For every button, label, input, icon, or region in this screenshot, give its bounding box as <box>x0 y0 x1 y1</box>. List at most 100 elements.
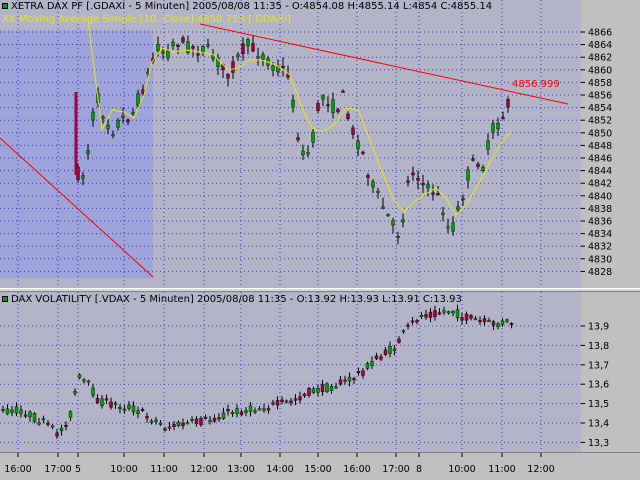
dax-candle <box>421 174 425 193</box>
dax-candle <box>341 89 345 93</box>
vdax-value-axis[interactable]: 13,913,813,713,613,513,413,313,213,1 <box>581 292 640 452</box>
price-axis-tick-label: 4852 <box>588 116 612 127</box>
dax-candle <box>346 111 350 121</box>
vdax-candle <box>388 341 392 358</box>
dax-candle <box>391 217 395 234</box>
candle-body <box>302 393 307 397</box>
vdax-candle <box>41 415 46 424</box>
time-axis-tick-label: 16:00 <box>343 464 370 475</box>
time-axis[interactable]: 16:00 17:00 5 10:00 11:00 12:00 13:00 14:00 15:0… <box>0 452 640 480</box>
dax-candle <box>256 47 260 66</box>
dax-candlestick-chart[interactable] <box>0 0 581 288</box>
candle-body <box>455 309 460 318</box>
price-axis-tick-label: 4864 <box>588 40 612 51</box>
dax-candle <box>311 128 315 148</box>
candle-body <box>91 387 95 396</box>
candle-body <box>217 417 221 420</box>
candle-body <box>343 379 347 382</box>
dax-candle <box>481 164 485 173</box>
dax-candle <box>231 56 235 79</box>
dax-chart-pane[interactable]: XETRA DAX PF [.GDAXI - 5 Minuten] 2005/0… <box>0 0 581 288</box>
candle-body <box>199 417 203 425</box>
candle-body <box>241 43 245 55</box>
vdax-candle <box>109 397 113 410</box>
candle-body <box>306 152 310 155</box>
candle-body <box>191 46 195 49</box>
candle-body <box>386 214 390 217</box>
candle-body <box>167 426 172 429</box>
price-axis-tick-label: 4834 <box>588 229 612 240</box>
dax-candle <box>326 96 330 113</box>
vdax-candle <box>59 424 64 436</box>
vdax-chart-title: DAX VOLATILITY [.VDAX - 5 Minuten] 2005/… <box>11 294 462 305</box>
vdax-candle <box>374 352 379 360</box>
candle-body <box>68 411 73 418</box>
vdax-candle <box>311 386 316 395</box>
candle-body <box>460 317 464 321</box>
candle-body <box>101 116 105 119</box>
candle-body <box>298 396 302 401</box>
candle-body <box>118 406 122 410</box>
candle-body <box>391 220 395 226</box>
dax-candle <box>316 100 320 114</box>
dax-candle <box>401 213 405 228</box>
price-axis-tick-label: 4830 <box>588 254 612 265</box>
vdax-candle <box>203 414 208 420</box>
vdax-chart-pane[interactable]: DAX VOLATILITY [.VDAX - 5 Minuten] 2005/… <box>0 292 581 452</box>
candle-body <box>366 175 370 178</box>
candle-body <box>441 212 445 215</box>
candle-body <box>166 50 170 59</box>
moving-average-label: XX Moving Average Simple [10, Close] 485… <box>2 14 291 25</box>
candle-body <box>172 423 176 427</box>
vdax-candle <box>28 410 32 422</box>
candle-body <box>226 74 230 79</box>
candle-body <box>145 415 149 419</box>
candle-body <box>19 409 23 414</box>
vdax-candle <box>217 412 221 422</box>
dax-candle <box>456 200 460 213</box>
candle-body <box>381 206 385 209</box>
vdax-candle <box>329 384 334 394</box>
vdax-candle <box>509 322 514 329</box>
vdax-candlestick-chart[interactable] <box>0 292 581 452</box>
candle-body <box>473 318 478 321</box>
vdax-candle <box>406 322 410 330</box>
candle-body <box>456 206 460 210</box>
vdax-candle <box>145 412 149 423</box>
candle-body <box>396 235 400 238</box>
candle-body <box>471 158 475 161</box>
dax-candle <box>466 166 470 189</box>
vdax-candle <box>230 410 235 417</box>
dax-candle <box>376 187 380 199</box>
dax-candle <box>486 133 490 156</box>
candle-body <box>426 183 430 189</box>
vdax-candle <box>19 405 23 418</box>
vdax-candle <box>442 306 446 316</box>
support-trendline <box>0 137 154 278</box>
candle-body <box>410 320 415 323</box>
vdax-axis-tick-label: 13,6 <box>588 380 609 391</box>
candle-body <box>476 163 480 168</box>
candle-body <box>171 42 175 46</box>
price-axis-tick-label: 4858 <box>588 78 612 89</box>
candle-body <box>271 65 275 71</box>
dax-price-axis[interactable]: 4866 4864 4862 4860 4858 4856 4854 4852 4850 4848… <box>581 0 640 288</box>
dax-candle <box>451 216 455 236</box>
candle-body <box>401 330 406 333</box>
vdax-candle <box>415 318 419 325</box>
dax-candle <box>416 170 420 190</box>
dax-candle <box>281 57 285 77</box>
candle-body <box>262 408 266 411</box>
pane-splitter[interactable] <box>0 288 640 292</box>
candle-body <box>95 398 100 404</box>
candle-body <box>351 127 355 135</box>
vdax-candle <box>284 399 289 404</box>
vdax-candle <box>464 311 469 325</box>
candle-body <box>266 408 271 411</box>
candle-body <box>231 61 235 73</box>
vdax-candle <box>185 419 190 425</box>
vdax-axis-tick-label: 13,3 <box>588 438 609 449</box>
time-axis-tick-label: 17:00 <box>382 464 409 475</box>
candle-body <box>32 413 37 422</box>
candle-body <box>356 140 360 150</box>
